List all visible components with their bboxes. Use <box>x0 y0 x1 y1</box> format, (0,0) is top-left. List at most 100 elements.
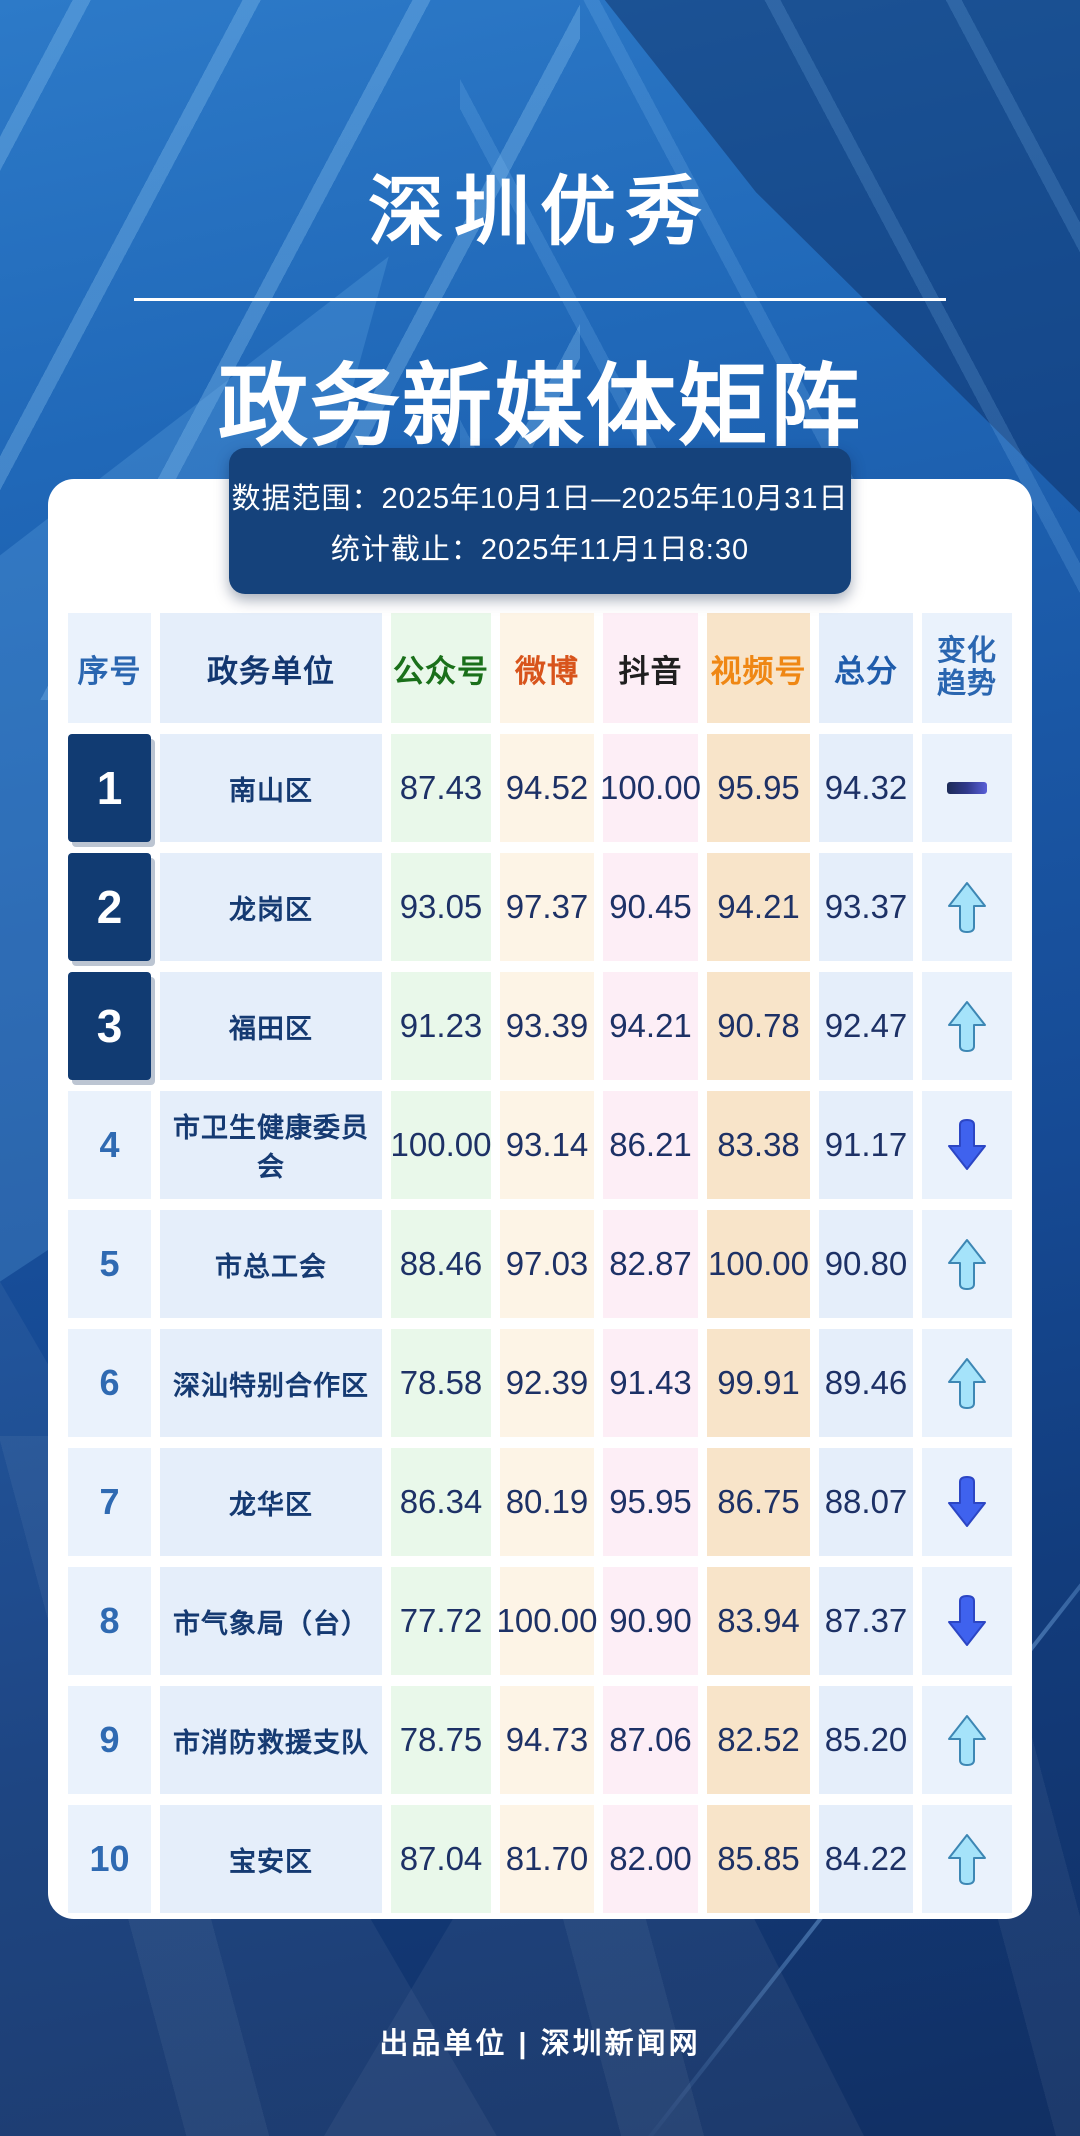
score-total: 84.22 <box>819 1805 913 1913</box>
table-row: 2 龙岗区 93.05 97.37 90.45 94.21 93.37 <box>68 853 1012 961</box>
score-douyin: 100.00 <box>600 734 701 842</box>
score-douyin: 87.06 <box>603 1686 698 1794</box>
score-gongzhonghao: 88.46 <box>391 1210 491 1318</box>
footer-credit: 出品单位 | 深圳新闻网 <box>379 2028 701 2060</box>
score-total: 90.80 <box>819 1210 913 1318</box>
score-douyin: 90.90 <box>603 1567 698 1675</box>
unit-name: 深汕特别合作区 <box>160 1329 382 1437</box>
ranking-table: 序号 政务单位 公众号 微博 抖音 视频号 总分 变化 趋势 1 南山区 87.… <box>68 613 1012 1913</box>
score-douyin: 82.00 <box>603 1805 698 1913</box>
score-gongzhonghao: 87.43 <box>391 734 491 842</box>
header-gongzhonghao: 公众号 <box>391 613 491 723</box>
title-divider <box>134 298 946 301</box>
unit-name: 市气象局（台） <box>160 1567 382 1675</box>
score-douyin: 90.45 <box>603 853 698 961</box>
table-row: 5 市总工会 88.46 97.03 82.87 100.00 90.80 <box>68 1210 1012 1318</box>
score-gongzhonghao: 100.00 <box>391 1091 491 1199</box>
score-shipinhao: 100.00 <box>707 1210 810 1318</box>
up-arrow-icon <box>948 882 986 933</box>
unit-name: 南山区 <box>160 734 382 842</box>
trend-cell <box>922 1091 1012 1199</box>
score-shipinhao: 99.91 <box>707 1329 810 1437</box>
rank-badge: 4 <box>68 1091 151 1199</box>
flat-dash-icon <box>947 782 987 794</box>
score-total: 91.17 <box>819 1091 913 1199</box>
table-row: 1 南山区 87.43 94.52 100.00 95.95 94.32 <box>68 734 1012 842</box>
score-gongzhonghao: 78.58 <box>391 1329 491 1437</box>
score-gongzhonghao: 91.23 <box>391 972 491 1080</box>
header-weibo: 微博 <box>500 613 594 723</box>
unit-name: 龙华区 <box>160 1448 382 1556</box>
score-gongzhonghao: 78.75 <box>391 1686 491 1794</box>
rank-badge: 2 <box>68 853 151 961</box>
score-gongzhonghao: 86.34 <box>391 1448 491 1556</box>
up-arrow-icon <box>948 1239 986 1290</box>
header-total: 总分 <box>819 613 913 723</box>
score-shipinhao: 94.21 <box>707 853 810 961</box>
date-range-box: 数据范围：2025年10月1日—2025年10月31日 统计截止：2025年11… <box>229 448 851 594</box>
score-shipinhao: 85.85 <box>707 1805 810 1913</box>
header-trend: 变化 趋势 <box>922 613 1012 723</box>
score-weibo: 97.37 <box>500 853 594 961</box>
score-douyin: 82.87 <box>603 1210 698 1318</box>
score-weibo: 80.19 <box>500 1448 594 1556</box>
trend-cell <box>922 1329 1012 1437</box>
score-total: 89.46 <box>819 1329 913 1437</box>
trend-cell <box>922 1448 1012 1556</box>
unit-name: 市卫生健康委员会 <box>160 1091 382 1199</box>
down-arrow-icon <box>948 1476 986 1527</box>
score-douyin: 91.43 <box>603 1329 698 1437</box>
table-row: 3 福田区 91.23 93.39 94.21 90.78 92.47 <box>68 972 1012 1080</box>
score-shipinhao: 83.94 <box>707 1567 810 1675</box>
rank-badge: 8 <box>68 1567 151 1675</box>
header-douyin: 抖音 <box>603 613 698 723</box>
score-total: 85.20 <box>819 1686 913 1794</box>
table-row: 4 市卫生健康委员会 100.00 93.14 86.21 83.38 91.1… <box>68 1091 1012 1199</box>
rank-badge: 10 <box>68 1805 151 1913</box>
score-weibo: 94.52 <box>500 734 594 842</box>
table-row: 6 深汕特别合作区 78.58 92.39 91.43 99.91 89.46 <box>68 1329 1012 1437</box>
up-arrow-icon <box>948 1715 986 1766</box>
unit-name: 宝安区 <box>160 1805 382 1913</box>
score-weibo: 93.14 <box>500 1091 594 1199</box>
rank-badge: 3 <box>68 972 151 1080</box>
score-weibo: 97.03 <box>500 1210 594 1318</box>
score-weibo: 94.73 <box>500 1686 594 1794</box>
rank-badge: 9 <box>68 1686 151 1794</box>
header-rank: 序号 <box>68 613 151 723</box>
table-row: 8 市气象局（台） 77.72 100.00 90.90 83.94 87.37 <box>68 1567 1012 1675</box>
score-gongzhonghao: 77.72 <box>391 1567 491 1675</box>
score-douyin: 94.21 <box>603 972 698 1080</box>
header-unit: 政务单位 <box>160 613 382 723</box>
stat-cutoff-text: 统计截止：2025年11月1日8:30 <box>330 533 750 566</box>
title-line1: 深圳优秀 <box>368 170 712 255</box>
score-douyin: 95.95 <box>603 1448 698 1556</box>
down-arrow-icon <box>948 1119 986 1170</box>
trend-cell <box>922 1210 1012 1318</box>
table-row: 9 市消防救援支队 78.75 94.73 87.06 82.52 85.20 <box>68 1686 1012 1794</box>
score-shipinhao: 95.95 <box>707 734 810 842</box>
up-arrow-icon <box>948 1001 986 1052</box>
score-weibo: 100.00 <box>497 1567 597 1675</box>
rank-badge: 1 <box>68 734 151 842</box>
table-header-row: 序号 政务单位 公众号 微博 抖音 视频号 总分 变化 趋势 <box>68 613 1012 723</box>
score-total: 93.37 <box>819 853 913 961</box>
score-total: 92.47 <box>819 972 913 1080</box>
score-shipinhao: 86.75 <box>707 1448 810 1556</box>
unit-name: 龙岗区 <box>160 853 382 961</box>
trend-cell <box>922 1567 1012 1675</box>
score-shipinhao: 83.38 <box>707 1091 810 1199</box>
score-shipinhao: 82.52 <box>707 1686 810 1794</box>
trend-cell <box>922 734 1012 842</box>
title-line2: 政务新媒体矩阵 <box>218 357 862 457</box>
unit-name: 市消防救援支队 <box>160 1686 382 1794</box>
table-row: 7 龙华区 86.34 80.19 95.95 86.75 88.07 <box>68 1448 1012 1556</box>
score-total: 87.37 <box>819 1567 913 1675</box>
up-arrow-icon <box>948 1358 986 1409</box>
score-total: 88.07 <box>819 1448 913 1556</box>
title-block: 深圳优秀 政务新媒体矩阵 <box>0 0 1080 463</box>
unit-name: 福田区 <box>160 972 382 1080</box>
score-total: 94.32 <box>819 734 913 842</box>
trend-cell <box>922 972 1012 1080</box>
